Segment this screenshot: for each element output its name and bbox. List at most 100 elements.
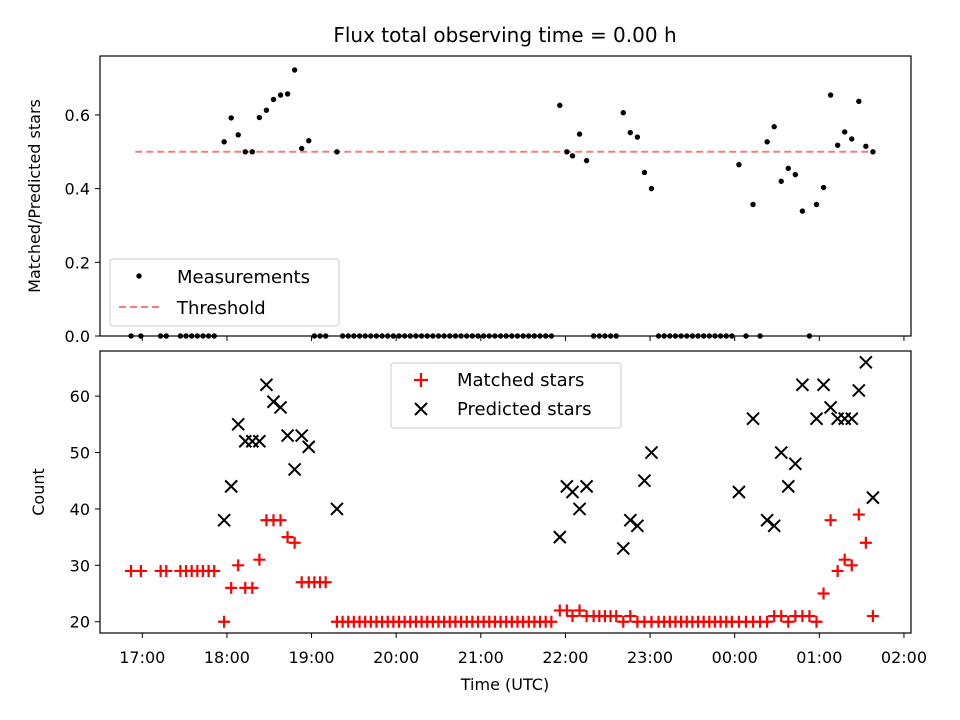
- legend-matched-label: Matched stars: [457, 370, 584, 391]
- measurement-point: [863, 143, 869, 149]
- predicted-star-point: [732, 485, 746, 499]
- measurement-point: [256, 114, 263, 121]
- measurement-point: [447, 333, 453, 339]
- measurement-point: [317, 333, 323, 339]
- measurement-point: [576, 131, 583, 137]
- measurement-point: [757, 333, 763, 339]
- top-chart-title: Flux total observing time = 0.00 h: [333, 23, 676, 47]
- bottom-y-tick-label: 50: [70, 444, 90, 463]
- x-tick-label: 21:00: [458, 648, 504, 667]
- measurement-point: [345, 333, 351, 339]
- measurement-point: [537, 333, 543, 339]
- predicted-star-point: [565, 485, 580, 499]
- measurement-point: [827, 92, 834, 98]
- x-tick-label: 19:00: [289, 648, 335, 667]
- top-legend-frame: [109, 258, 340, 327]
- measurement-point: [469, 333, 476, 339]
- predicted-star-point: [767, 519, 781, 533]
- measurement-point: [458, 333, 464, 339]
- x-tick-label: 20:00: [373, 648, 419, 667]
- measurement-point: [700, 333, 707, 339]
- predicted-star-point: [788, 457, 803, 471]
- matched-star-point: [824, 514, 837, 527]
- matched-star-point: [253, 553, 266, 566]
- bottom-y-tick-label: 40: [70, 500, 90, 519]
- matched-star-point: [160, 564, 173, 577]
- measurement-point: [792, 171, 799, 178]
- matched-star-point: [775, 610, 788, 623]
- top-y-tick-label: 0.0: [65, 327, 90, 346]
- predicted-star-point: [852, 383, 866, 398]
- matched-star-point: [134, 564, 147, 577]
- predicted-star-point: [644, 445, 659, 460]
- measurement-point: [799, 208, 806, 214]
- x-tick-label: 22:00: [542, 648, 588, 667]
- measurement-point: [514, 333, 521, 339]
- predicted-star-point: [302, 440, 316, 454]
- measurement-point: [298, 145, 305, 152]
- measurement-point: [849, 136, 855, 142]
- measurement-point: [712, 333, 718, 339]
- predicted-star-point: [579, 479, 594, 494]
- legend-predicted-label: Predicted stars: [457, 399, 591, 420]
- predicted-star-point: [224, 479, 238, 494]
- measurement-point: [689, 333, 696, 339]
- measurement-point: [407, 333, 413, 339]
- measurement-point: [306, 138, 312, 144]
- bottom-y-tick-label: 30: [70, 556, 90, 575]
- matched-star-point: [560, 604, 573, 617]
- matched-star-point: [803, 610, 816, 623]
- measurement-point: [526, 333, 532, 339]
- measurement-point: [695, 333, 701, 339]
- measurement-point: [503, 333, 509, 339]
- measurement-point: [785, 165, 791, 172]
- matched-star-point: [545, 615, 558, 628]
- measurement-point: [542, 333, 549, 339]
- measurement-point: [627, 129, 634, 136]
- measurement-point: [736, 161, 742, 168]
- measurement-point: [602, 333, 608, 339]
- measurement-point: [834, 142, 841, 148]
- matched-star-point: [624, 610, 637, 623]
- matched-star-point: [319, 576, 332, 589]
- predicted-star-point: [845, 411, 859, 426]
- measurement-point: [157, 333, 164, 339]
- predicted-star-point: [746, 411, 760, 426]
- top-y-axis-label: Matched/Predicted stars: [25, 99, 44, 293]
- legend-matched-marker: [414, 373, 428, 387]
- matched-star-point: [573, 604, 586, 617]
- matched-star-point: [810, 615, 823, 628]
- measurement-point: [211, 333, 217, 339]
- measurement-point: [641, 169, 648, 176]
- predicted-star-point: [217, 513, 231, 527]
- measurement-point: [486, 333, 492, 339]
- measurement-point: [842, 129, 848, 135]
- predicted-star-point: [572, 502, 587, 516]
- matched-star-point: [831, 564, 844, 577]
- measurement-point: [242, 149, 248, 155]
- measurement-point: [351, 333, 357, 339]
- bottom-legend: Matched stars Predicted stars: [390, 362, 622, 429]
- measurement-point: [548, 333, 555, 339]
- predicted-star-point: [287, 462, 302, 477]
- measurement-point: [856, 98, 862, 105]
- measurement-point: [334, 149, 340, 155]
- measurement-point: [464, 333, 470, 339]
- measurement-point: [870, 149, 876, 155]
- matched-star-point: [288, 536, 301, 549]
- predicted-star-point: [823, 400, 838, 415]
- top-x-axis: [141, 336, 905, 341]
- matched-star-point: [281, 531, 294, 544]
- measurement-point: [648, 185, 655, 192]
- measurement-point: [322, 333, 329, 339]
- top-legend: Measurements Threshold: [109, 258, 340, 327]
- bottom-x-axis: 17:00 18:00 19:00 20:00 21:00 22:00 23:00 00:00…: [119, 633, 927, 667]
- measurement-point: [339, 333, 346, 339]
- measurement-point: [311, 333, 318, 339]
- matched-star-point: [208, 564, 221, 577]
- measurement-point: [723, 333, 729, 339]
- predicted-star-point: [273, 400, 288, 415]
- measurement-point: [228, 115, 234, 121]
- x-tick-label: 17:00: [119, 648, 165, 667]
- predicted-star-point: [809, 411, 824, 426]
